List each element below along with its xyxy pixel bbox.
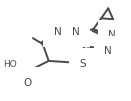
Text: S: S bbox=[79, 59, 86, 69]
Text: N: N bbox=[104, 46, 112, 56]
Text: O: O bbox=[24, 78, 32, 88]
Text: HO: HO bbox=[3, 60, 17, 69]
Text: N: N bbox=[54, 27, 61, 37]
Text: N: N bbox=[108, 30, 116, 40]
Text: N: N bbox=[72, 27, 79, 37]
